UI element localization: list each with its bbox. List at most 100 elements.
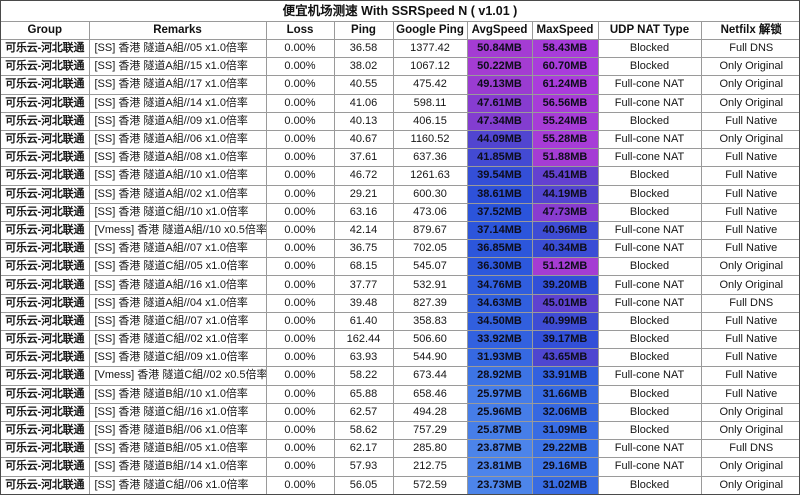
udp-nat-cell: Full-cone NAT: [597, 129, 702, 150]
loss-cell: 0.00%: [265, 457, 335, 477]
google-ping-cell: 285.80: [392, 439, 468, 459]
avg-speed-cell: 23.73MB: [466, 475, 533, 494]
ping-cell: 37.77: [333, 275, 394, 295]
google-ping-cell: 637.36: [392, 148, 468, 168]
group-cell: 可乐云-河北联通: [1, 384, 90, 404]
netflix-cell: Only Original: [700, 475, 799, 494]
table-row: 可乐云-河北联通 [SS] 香港 隧道C組//06 x1.0倍率 0.00% 56.0…: [1, 475, 799, 494]
remarks-cell: [SS] 香港 隧道A組//10 x1.0倍率: [88, 166, 267, 186]
ping-cell: 162.44: [333, 329, 394, 350]
group-cell: 可乐云-河北联通: [1, 457, 90, 477]
ping-cell: 62.57: [333, 402, 394, 422]
netflix-cell: Only Original: [700, 129, 799, 150]
table-row: 可乐云-河北联通 [SS] 香港 隧道A組//15 x1.0倍率 0.00% 38.0…: [1, 57, 799, 77]
google-ping-cell: 545.07: [392, 257, 468, 277]
max-speed-cell: 29.16MB: [531, 457, 599, 477]
max-speed-cell: 44.19MB: [531, 184, 599, 204]
avg-speed-cell: 39.54MB: [466, 166, 533, 186]
netflix-cell: Full DNS: [700, 293, 799, 313]
group-cell: 可乐云-河北联通: [1, 293, 90, 313]
udp-nat-cell: Full-cone NAT: [597, 93, 702, 113]
netflix-cell: Only Original: [700, 57, 799, 77]
group-cell: 可乐云-河北联通: [1, 257, 90, 277]
max-speed-cell: 31.02MB: [531, 475, 599, 494]
netflix-cell: Full Native: [700, 220, 799, 241]
udp-nat-cell: Full-cone NAT: [597, 293, 702, 313]
remarks-cell: [SS] 香港 隧道C組//06 x1.0倍率: [88, 475, 267, 494]
google-ping-cell: 572.59: [392, 475, 468, 494]
netflix-cell: Only Original: [700, 420, 799, 441]
table-row: 可乐云-河北联通 [SS] 香港 隧道B組//10 x1.0倍率 0.00% 65.8…: [1, 384, 799, 404]
group-cell: 可乐云-河北联通: [1, 184, 90, 204]
loss-cell: 0.00%: [265, 311, 335, 332]
udp-nat-cell: Blocked: [597, 202, 702, 222]
remarks-cell: [SS] 香港 隧道A組//07 x1.0倍率: [88, 239, 267, 259]
remarks-cell: [Vmess] 香港 隧道A組//10 x0.5倍率: [88, 220, 267, 241]
loss-cell: 0.00%: [265, 166, 335, 186]
max-speed-cell: 40.34MB: [531, 239, 599, 259]
table-row: 可乐云-河北联通 [SS] 香港 隧道A組//05 x1.0倍率 0.00% 36.5…: [1, 38, 799, 59]
google-ping-cell: 473.06: [392, 202, 468, 222]
column-header-google-ping: Google Ping: [392, 22, 468, 40]
group-cell: 可乐云-河北联通: [1, 166, 90, 186]
avg-speed-cell: 37.52MB: [466, 202, 533, 222]
column-header-remarks: Remarks: [88, 22, 267, 40]
loss-cell: 0.00%: [265, 348, 335, 368]
avg-speed-cell: 36.30MB: [466, 257, 533, 277]
netflix-cell: Only Original: [700, 402, 799, 422]
loss-cell: 0.00%: [265, 402, 335, 422]
group-cell: 可乐云-河北联通: [1, 420, 90, 441]
column-header-loss: Loss: [265, 22, 335, 40]
loss-cell: 0.00%: [265, 439, 335, 459]
google-ping-cell: 658.46: [392, 384, 468, 404]
udp-nat-cell: Full-cone NAT: [597, 439, 702, 459]
remarks-cell: [Vmess] 香港 隧道C組//02 x0.5倍率: [88, 366, 267, 386]
google-ping-cell: 544.90: [392, 348, 468, 368]
loss-cell: 0.00%: [265, 384, 335, 404]
avg-speed-cell: 47.61MB: [466, 93, 533, 113]
loss-cell: 0.00%: [265, 57, 335, 77]
remarks-cell: [SS] 香港 隧道A組//15 x1.0倍率: [88, 57, 267, 77]
ping-cell: 58.62: [333, 420, 394, 441]
remarks-cell: [SS] 香港 隧道A組//08 x1.0倍率: [88, 148, 267, 168]
table-row: 可乐云-河北联通 [SS] 香港 隧道A組//16 x1.0倍率 0.00% 37.7…: [1, 275, 799, 295]
table-row: 可乐云-河北联通 [SS] 香港 隧道B組//06 x1.0倍率 0.00% 58.6…: [1, 420, 799, 441]
remarks-cell: [SS] 香港 隧道C組//16 x1.0倍率: [88, 402, 267, 422]
group-cell: 可乐云-河北联通: [1, 239, 90, 259]
table-row: 可乐云-河北联通 [SS] 香港 隧道B組//14 x1.0倍率 0.00% 57.9…: [1, 457, 799, 477]
remarks-cell: [SS] 香港 隧道A組//14 x1.0倍率: [88, 93, 267, 113]
udp-nat-cell: Blocked: [597, 257, 702, 277]
max-speed-cell: 40.99MB: [531, 311, 599, 332]
group-cell: 可乐云-河北联通: [1, 220, 90, 241]
ping-cell: 62.17: [333, 439, 394, 459]
avg-speed-cell: 25.87MB: [466, 420, 533, 441]
netflix-cell: Full Native: [700, 111, 799, 131]
avg-speed-cell: 34.50MB: [466, 311, 533, 332]
max-speed-cell: 39.20MB: [531, 275, 599, 295]
column-header-maxspeed: MaxSpeed: [531, 22, 599, 40]
loss-cell: 0.00%: [265, 239, 335, 259]
remarks-cell: [SS] 香港 隧道A組//17 x1.0倍率: [88, 75, 267, 95]
udp-nat-cell: Blocked: [597, 475, 702, 494]
avg-speed-cell: 47.34MB: [466, 111, 533, 131]
loss-cell: 0.00%: [265, 93, 335, 113]
table-row: 可乐云-河北联通 [SS] 香港 隧道A組//17 x1.0倍率 0.00% 40.5…: [1, 75, 799, 95]
netflix-cell: Full DNS: [700, 439, 799, 459]
ping-cell: 37.61: [333, 148, 394, 168]
udp-nat-cell: Blocked: [597, 184, 702, 204]
max-speed-cell: 61.24MB: [531, 75, 599, 95]
avg-speed-cell: 38.61MB: [466, 184, 533, 204]
udp-nat-cell: Full-cone NAT: [597, 75, 702, 95]
remarks-cell: [SS] 香港 隧道B組//05 x1.0倍率: [88, 439, 267, 459]
udp-nat-cell: Blocked: [597, 38, 702, 59]
ping-cell: 36.75: [333, 239, 394, 259]
remarks-cell: [SS] 香港 隧道B組//14 x1.0倍率: [88, 457, 267, 477]
max-speed-cell: 40.96MB: [531, 220, 599, 241]
ping-cell: 40.67: [333, 129, 394, 150]
ping-cell: 46.72: [333, 166, 394, 186]
udp-nat-cell: Blocked: [597, 420, 702, 441]
google-ping-cell: 702.05: [392, 239, 468, 259]
netflix-cell: Full Native: [700, 384, 799, 404]
group-cell: 可乐云-河北联通: [1, 111, 90, 131]
loss-cell: 0.00%: [265, 129, 335, 150]
